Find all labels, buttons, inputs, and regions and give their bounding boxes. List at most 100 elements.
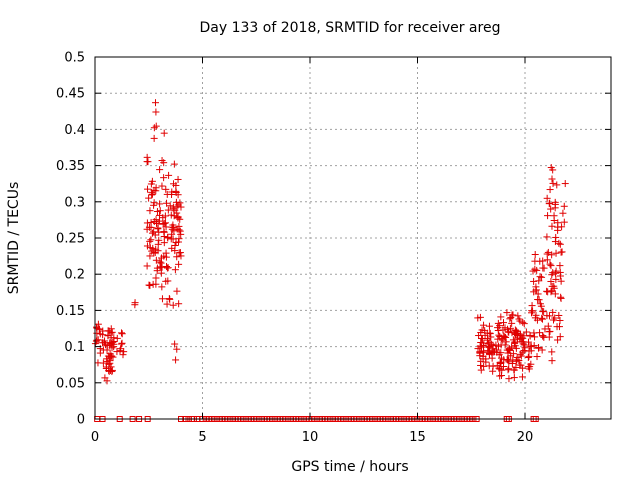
data-point bbox=[163, 300, 171, 308]
x-axis-title: GPS time / hours bbox=[291, 459, 408, 475]
data-point bbox=[494, 342, 502, 350]
data-point bbox=[150, 124, 158, 132]
data-point bbox=[503, 309, 511, 317]
data-point bbox=[514, 329, 522, 337]
data-point bbox=[152, 99, 160, 107]
data-point bbox=[167, 211, 175, 219]
data-point bbox=[558, 248, 566, 256]
data-point bbox=[522, 328, 530, 336]
data-point bbox=[158, 157, 166, 165]
data-point bbox=[110, 338, 118, 346]
data-point bbox=[172, 198, 180, 206]
data-point bbox=[508, 329, 516, 337]
data-point bbox=[143, 158, 151, 166]
data-point bbox=[529, 267, 537, 275]
data-point bbox=[530, 277, 538, 285]
data-point bbox=[171, 266, 179, 274]
y-tick-label: 0 bbox=[77, 413, 85, 428]
data-point bbox=[534, 343, 542, 351]
data-point bbox=[532, 286, 540, 294]
data-point bbox=[536, 300, 544, 308]
data-point bbox=[524, 363, 532, 371]
data-point bbox=[176, 227, 184, 235]
data-point bbox=[94, 336, 102, 344]
data-point bbox=[561, 180, 569, 188]
data-point bbox=[169, 205, 177, 213]
y-tick-label: 0.5 bbox=[64, 51, 85, 66]
data-point bbox=[170, 227, 178, 235]
data-point bbox=[560, 218, 568, 226]
data-point bbox=[548, 271, 556, 279]
data-point bbox=[519, 364, 527, 372]
data-point bbox=[496, 372, 504, 380]
data-point bbox=[498, 366, 506, 374]
data-point bbox=[535, 296, 543, 304]
data-point bbox=[539, 257, 547, 265]
y-tick-labels: 0 0.05 0.1 0.15 0.2 0.25 0.3 0.35 0.4 0.45 0.5 bbox=[56, 51, 85, 428]
data-point bbox=[168, 225, 176, 233]
data-point bbox=[545, 312, 553, 320]
data-point bbox=[551, 204, 559, 212]
data-point bbox=[531, 333, 539, 341]
data-point bbox=[174, 213, 182, 221]
data-point bbox=[162, 253, 170, 261]
y-tick-label: 0.3 bbox=[64, 195, 85, 210]
data-point bbox=[539, 264, 547, 272]
data-point bbox=[504, 325, 512, 333]
data-point bbox=[146, 282, 154, 290]
data-point bbox=[527, 309, 535, 317]
data-point bbox=[557, 277, 565, 285]
x-tick-label: 5 bbox=[198, 430, 206, 445]
data-point bbox=[131, 299, 139, 307]
data-point bbox=[526, 332, 534, 340]
data-point bbox=[544, 212, 552, 220]
data-point bbox=[539, 332, 547, 340]
data-point bbox=[150, 218, 158, 226]
data-point bbox=[556, 272, 564, 280]
data-point bbox=[149, 229, 157, 237]
data-point bbox=[175, 222, 183, 230]
data-point bbox=[148, 191, 156, 199]
data-point bbox=[162, 219, 170, 227]
data-point bbox=[500, 362, 508, 370]
data-point bbox=[559, 209, 567, 217]
data-point bbox=[540, 308, 548, 316]
data-point bbox=[507, 352, 515, 360]
data-point bbox=[545, 200, 553, 208]
data-point bbox=[160, 228, 168, 236]
data-point bbox=[174, 175, 182, 183]
data-point bbox=[485, 322, 493, 330]
data-point bbox=[173, 287, 181, 295]
data-point bbox=[164, 277, 172, 285]
data-point bbox=[548, 282, 556, 290]
data-point bbox=[547, 205, 555, 213]
x-tick-label: 20 bbox=[517, 430, 534, 445]
data-point bbox=[150, 228, 158, 236]
axis-ticks bbox=[94, 56, 611, 420]
data-point bbox=[165, 171, 173, 179]
x-tick-label: 10 bbox=[302, 430, 319, 445]
y-tick-label: 0.05 bbox=[56, 376, 85, 391]
data-point bbox=[99, 339, 107, 347]
data-point bbox=[477, 343, 485, 351]
data-point bbox=[150, 134, 158, 142]
data-point bbox=[105, 367, 113, 375]
data-point bbox=[477, 366, 485, 374]
data-point bbox=[501, 333, 509, 341]
data-point bbox=[494, 335, 502, 343]
data-point bbox=[149, 244, 157, 252]
data-point bbox=[171, 340, 179, 348]
data-point bbox=[160, 219, 168, 227]
data-point bbox=[486, 329, 494, 337]
data-point bbox=[560, 202, 568, 210]
data-point bbox=[152, 256, 160, 264]
data-point bbox=[558, 223, 566, 231]
data-point bbox=[143, 225, 151, 233]
data-point bbox=[546, 260, 554, 268]
data-point bbox=[155, 236, 163, 244]
data-point bbox=[548, 175, 556, 183]
data-point bbox=[510, 374, 518, 382]
y-tick-label: 0.45 bbox=[56, 87, 85, 102]
